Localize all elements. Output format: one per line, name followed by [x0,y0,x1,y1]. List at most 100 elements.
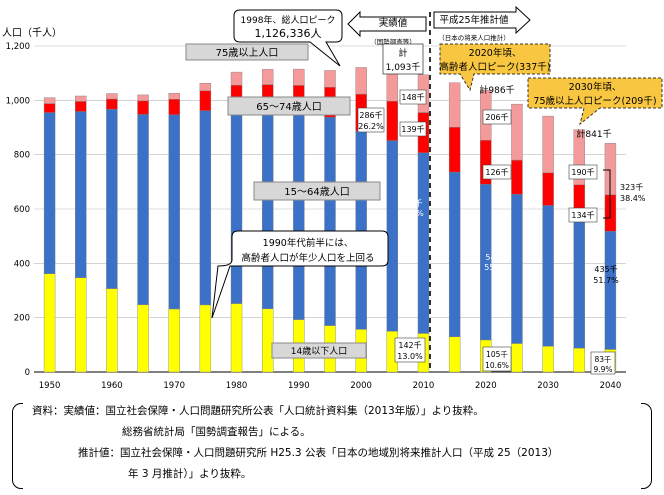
bar-segment-14-under-1965 [137,304,149,373]
y-tick-label: 400 [14,259,30,269]
population-chart: 人口（千人） 0 200 400 600 800 1,000 1,200 1950 1960 1… [2,5,663,391]
peak-2030-line1: 2030年頃、 [569,81,622,93]
bar-segment-15-64-1960 [106,109,118,289]
bar-segment-65-74-2030 [542,172,554,206]
bar-segment-65-74-2025 [511,159,523,195]
x-tick-label: 2010 [413,381,435,391]
bar-segment-75-plus-2015 [448,82,461,128]
x-tick-label: 1950 [39,381,61,391]
source-line-2: 総務省統計局「国勢調査報告」による。 [122,426,311,438]
label-2040-65-box [568,207,598,223]
y-tick-label: 200 [14,314,30,324]
bar-segment-14-under-1955 [75,277,87,373]
bar-segment-65-74-1950 [43,103,56,113]
total-2025: 計986千 [479,84,514,96]
y-axis-title: 人口（千人） [2,27,62,39]
label-2040-15-a: 435千 [594,264,617,274]
x-tick-label: 1970 [163,381,185,391]
label-2010-15-a: 665千 [399,198,422,208]
projection-label: 平成25年推計値 [439,14,509,26]
bar-segment-75-plus-1995 [324,70,336,88]
bar-segment-14-under-1960 [106,288,118,373]
bar-segment-15-64-2035 [573,218,585,349]
source-bracket-right [641,403,652,489]
label-2040-14-a: 83千 [594,354,612,364]
source-line-3: 推計値：国立社会保障・人口問題研究所 H25.3 公表「日本の地域別将来推計人口… [78,447,559,459]
bar-segment-65-74-2005 [386,100,399,141]
bar-segment-14-under-1950 [43,273,56,373]
label-2025-15-a: 549千 [485,252,508,262]
bar-segment-15-64-1965 [137,114,149,305]
bar-segment-65-74-1965 [137,100,149,115]
bar-segment-75-plus-1980 [230,71,243,86]
label-2010-75-box [399,89,427,105]
label-2040-14-b: 9.9% [593,365,612,374]
peak-2020-callout [439,43,551,92]
bar-segment-15-64-1980 [230,106,243,304]
peak-1998-callout [233,9,343,67]
bar-segment-75-plus-1985 [261,69,274,85]
bar-segment-75-plus-1960 [106,93,118,100]
total-2040: 計841千 [576,128,611,140]
peak-1998-label: 1998年、総人口ピーク [241,14,336,26]
label-box-15 [253,181,381,201]
bar-segment-14-under-2035 [573,347,585,373]
label-65-74: 65〜74歳人口 [256,101,321,113]
bar-segment-15-64-1975 [199,110,212,306]
label-2040-14-box [590,351,616,375]
label-75-plus: 75歳以上人口 [216,47,279,59]
bar-segment-65-74-1960 [106,98,118,110]
bar-segment-65-74-1955 [75,101,87,112]
bar-segment-75-plus-2000 [355,67,367,95]
note-1990-line2: 高齢者人口が年少人口を上回る [241,252,374,264]
source-line-4: 年 3 月推計）」より抜粋。 [128,468,252,480]
bar-segment-75-plus-1955 [75,95,87,102]
label-2040-65: 134千 [571,210,594,220]
label-14-under: 14歳以下人口 [291,345,347,357]
bar-segment-75-plus-1970 [168,93,180,100]
bar-segment-75-plus-1965 [137,94,149,102]
bar-segment-14-under-2015 [448,336,461,373]
label-2010-14-a: 142千 [398,340,421,350]
peak-2030-callout [527,77,663,126]
x-tick-label: 1960 [101,381,123,391]
bar-segment-65-74-1975 [199,90,212,111]
bar-segment-14-under-1970 [168,308,180,373]
label-2040-75-box [568,164,598,180]
bar-segment-15-64-1955 [75,111,87,278]
label-2040-15-b: 51.7% [593,276,619,285]
label-2010-65: 139千 [401,124,424,134]
label-2025-15-b: 55.7% [484,263,510,272]
actual-note: （国勢調査等） [370,37,416,46]
label-2025-14-b: 10.6% [485,361,509,370]
bar-segment-15-64-1995 [324,116,336,326]
label-2025-75-box [482,109,512,125]
bar-segment-14-under-1985 [261,308,274,373]
label-2040-eld-a: 323千 [620,182,643,192]
peak-2030-line2: 75歳以上人口ピーク(209千) [533,95,656,107]
bar-segment-75-plus-1975 [199,83,212,92]
source-bracket-left [12,403,23,489]
bar-segment-14-under-2030 [542,345,554,373]
total-2010-b: 1,093千 [386,62,421,73]
actual-label: 実績値 [379,17,408,29]
label-2025-65-box [482,164,512,180]
label-box-14 [271,342,367,359]
x-tick-label: 2000 [350,381,372,391]
peak-2020-line2: 高齢者人口ピーク(337千) [439,61,550,73]
x-tick-label: 2040 [600,381,622,391]
x-tick-label: 1980 [226,381,248,391]
bar-segment-15-64-2000 [355,130,367,330]
label-15-64: 15〜64歳人口 [284,186,349,198]
bar-segment-15-64-1990 [293,109,305,320]
total-2010-a: 計 [398,47,407,59]
bar-segment-75-plus-2025 [511,103,523,161]
bar-segment-15-64-1950 [43,112,56,274]
projection-note: （日本の将来人口推計） [438,33,510,42]
x-tick-label: 2020 [475,381,497,391]
note-1990-callout [211,230,389,319]
bar-segment-15-64-2005 [386,140,399,332]
bar-segment-75-plus-1990 [293,68,305,86]
y-tick-label: 600 [14,205,30,215]
bar-segment-65-74-1970 [168,99,180,115]
